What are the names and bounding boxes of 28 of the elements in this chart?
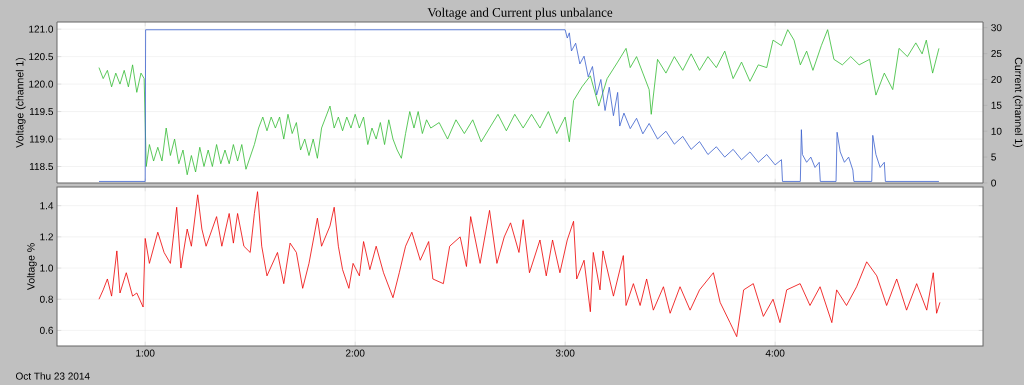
y-tick-label: 118.5	[29, 162, 54, 171]
y-tick-label: 1.2	[40, 233, 53, 241]
y-tick-label: 121.0	[29, 25, 54, 33]
y-axis-title: Voltage %	[26, 243, 37, 291]
y2-tick-label: 0	[991, 179, 996, 187]
y2-tick-label: 25	[991, 50, 1002, 58]
x-tick-label: 1:00	[136, 349, 155, 357]
y2-tick-label: 30	[991, 24, 1002, 32]
line-series	[98, 191, 941, 338]
y-tick-label: 1.0	[40, 264, 54, 272]
chart-title: Voltage and Current plus unbalance	[427, 7, 613, 20]
y2-tick-label: 10	[991, 127, 1002, 135]
x-tick-label: 2:00	[345, 349, 365, 357]
y-tick-label: 0.8	[39, 295, 54, 303]
x-tick-label: 3:00	[555, 349, 575, 357]
y-tick-label: 119.0	[29, 135, 54, 143]
x-tick-label: 4:00	[765, 349, 785, 357]
y2-axis-title: Current (channel 1)	[1012, 57, 1023, 148]
text: Oct Thu 23 2014	[16, 372, 90, 380]
y2-tick-label: 20	[991, 75, 1002, 83]
y-axis-title: Voltage (channel 1)	[15, 57, 26, 148]
y-tick-label: 0.6	[39, 326, 54, 334]
y2-tick-label: 5	[991, 153, 996, 161]
y-tick-label: 120.0	[29, 80, 54, 88]
y-tick-label: 119.5	[29, 108, 54, 116]
y-tick-label: 120.5	[29, 53, 54, 61]
y2-tick-label: 15	[991, 101, 1002, 109]
y-tick-label: 1.4	[40, 202, 54, 210]
